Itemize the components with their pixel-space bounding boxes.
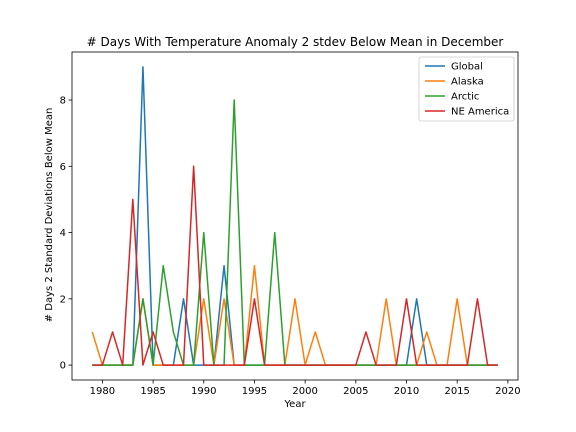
x-tick-label: 2010 xyxy=(394,386,419,397)
x-tick-label: 1990 xyxy=(191,386,216,397)
series-line-4 xyxy=(92,165,498,366)
x-tick-label: 2000 xyxy=(292,386,317,397)
legend: Global Alaska Arctic NE America xyxy=(418,56,515,122)
y-tick-label: 6 xyxy=(60,162,66,173)
y-tick-label: 8 xyxy=(60,96,66,107)
y-tick-label: 2 xyxy=(60,294,66,305)
x-tick-label: 1995 xyxy=(242,386,267,397)
chart-title: # Days With Temperature Anomaly 2 stdev … xyxy=(87,35,504,49)
legend-label: Arctic xyxy=(451,92,479,103)
plot-frame xyxy=(71,51,519,381)
axes: 1980 1985 1990 1995 2000 2005 2010 2015 2020 0 2 4 6… xyxy=(60,51,521,397)
x-tick-label: 1980 xyxy=(90,386,115,397)
legend-label: Alaska xyxy=(451,77,484,88)
x-tick-label: 2015 xyxy=(444,386,469,397)
legend-label: NE America xyxy=(451,107,509,118)
legend-label: Global xyxy=(451,62,483,73)
series-line-2 xyxy=(91,264,498,366)
y-axis-label: # Days 2 Standard Deviations Below Mean xyxy=(44,108,55,323)
x-tick-label: 2020 xyxy=(495,386,520,397)
legend-box xyxy=(418,56,515,122)
x-axis-label: Year xyxy=(283,399,306,410)
y-tick-label: 0 xyxy=(60,361,66,372)
x-tick-label: 1985 xyxy=(140,386,165,397)
series-lines xyxy=(91,66,498,366)
x-tick-label: 2005 xyxy=(343,386,368,397)
y-tick-label: 4 xyxy=(60,228,66,239)
